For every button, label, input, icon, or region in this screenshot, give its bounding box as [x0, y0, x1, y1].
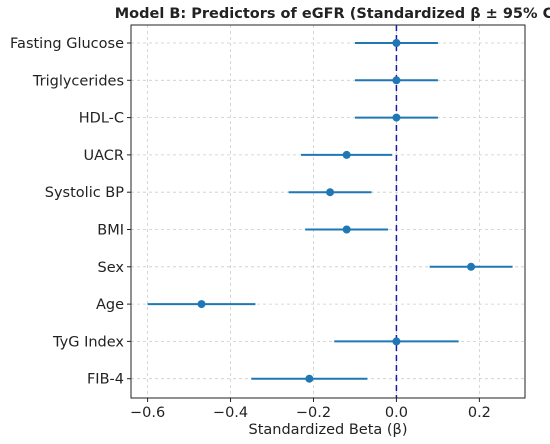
y-tick-label: Triglycerides: [32, 73, 124, 89]
y-tick-label: HDL-C: [79, 111, 124, 127]
y-tick-label: FIB-4: [87, 372, 124, 388]
y-tick-label: TyG Index: [52, 334, 124, 350]
y-tick-label: BMI: [97, 223, 124, 239]
plot-frame: [130, 24, 526, 399]
x-tick-label: −0.2: [296, 405, 331, 421]
estimate-point: [197, 300, 206, 309]
estimate-point: [342, 150, 351, 159]
y-tick-label: Fasting Glucose: [10, 36, 124, 52]
x-tick-label: 0.0: [385, 405, 408, 421]
y-axis: Fasting Glucose Triglycerides HDL-C UACR Sys…: [10, 36, 131, 388]
estimate-point: [305, 374, 314, 383]
y-tick-label: UACR: [84, 148, 124, 164]
x-axis: −0.6 −0.4 −0.2 0.0 0.2: [130, 398, 491, 421]
data-layer: [147, 39, 513, 383]
y-tick-label: Sex: [98, 260, 125, 276]
estimate-point: [342, 225, 351, 234]
x-axis-label: Standardized Beta (β): [249, 422, 408, 438]
estimate-point: [467, 262, 476, 271]
estimate-point: [392, 337, 401, 346]
x-tick-label: 0.2: [468, 405, 491, 421]
x-tick-label: −0.6: [130, 405, 165, 421]
estimate-point: [392, 76, 401, 85]
y-tick-label: Systolic BP: [45, 185, 124, 201]
y-tick-label: Age: [96, 297, 124, 313]
x-tick-label: −0.4: [213, 405, 248, 421]
grid-lines: [131, 25, 525, 398]
estimate-point: [392, 39, 401, 47]
estimate-point: [326, 188, 335, 197]
estimate-point: [392, 113, 401, 122]
chart-title: Model B: Predictors of eGFR (Standardize…: [115, 6, 550, 22]
